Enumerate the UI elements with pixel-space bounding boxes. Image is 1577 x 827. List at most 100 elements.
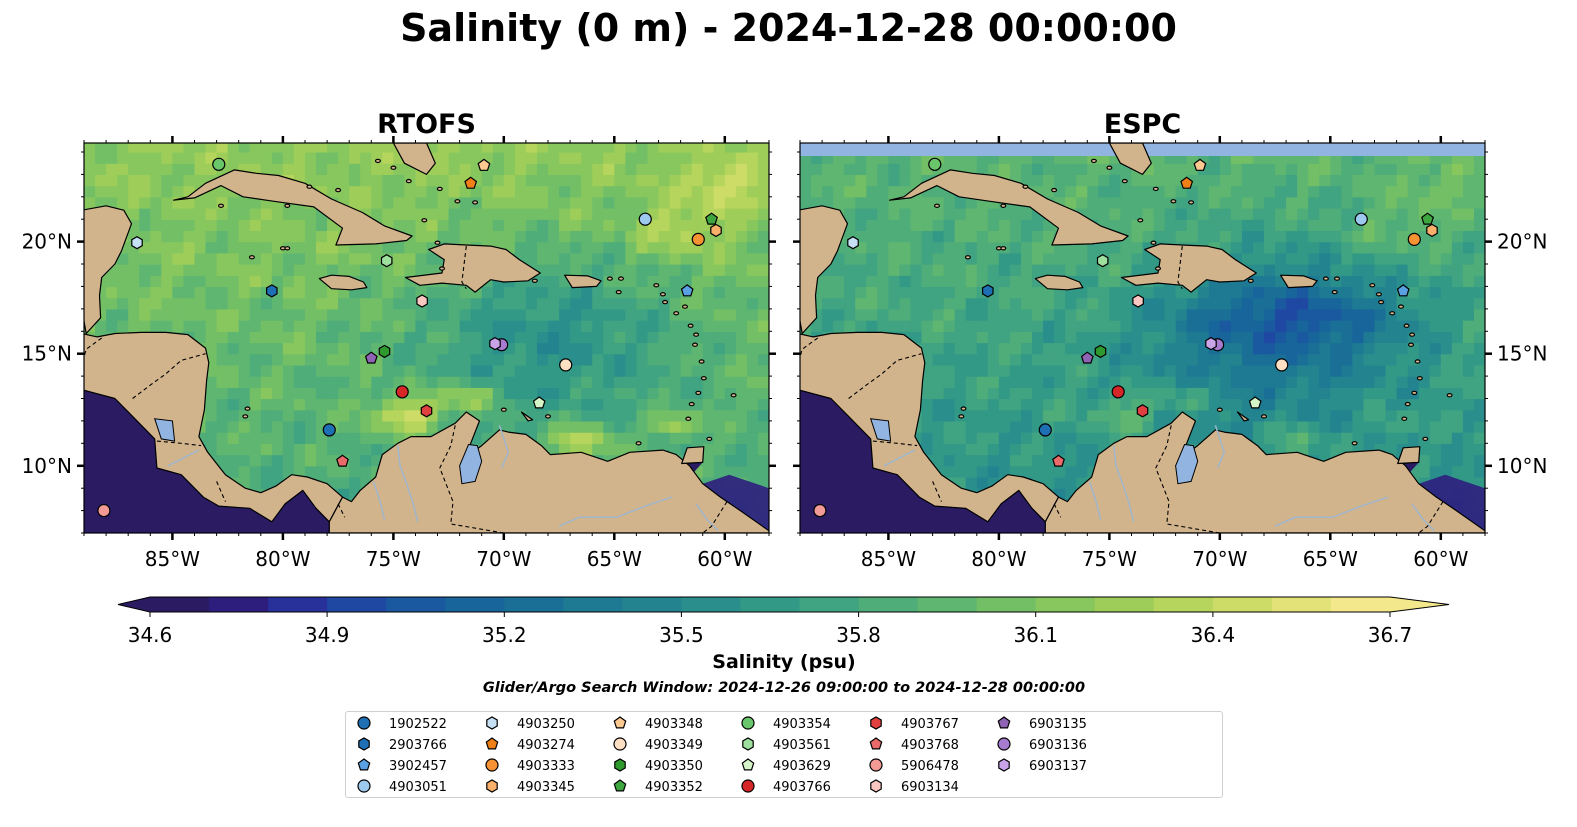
- island: [1260, 414, 1267, 419]
- field-cell: [139, 219, 151, 232]
- field-cell: [965, 454, 978, 467]
- field-cell: [249, 320, 262, 332]
- field-cell: [800, 185, 812, 198]
- field-cell: [282, 387, 295, 400]
- field-cell: [1374, 163, 1387, 175]
- field-cell: [833, 196, 845, 209]
- field-cell: [932, 208, 945, 220]
- field-cell: [1407, 342, 1420, 355]
- field-cell: [304, 398, 317, 411]
- field-cell: [1264, 151, 1276, 164]
- field-cell: [426, 252, 439, 265]
- field-cell: [954, 320, 967, 332]
- island: [531, 278, 538, 283]
- field-cell: [1164, 297, 1177, 310]
- field-cell: [536, 297, 549, 310]
- island: [436, 186, 443, 192]
- field-cell: [304, 454, 317, 467]
- field-cell: [746, 320, 759, 332]
- field-cell: [1396, 342, 1409, 355]
- field-cell: [592, 286, 604, 299]
- field-cell: [724, 297, 737, 310]
- field-cell: [393, 264, 405, 276]
- field-cell: [1286, 185, 1298, 198]
- field-cell: [1065, 398, 1077, 411]
- field-cell: [448, 163, 461, 175]
- field-cell: [965, 376, 978, 388]
- land-southam: [1044, 411, 1485, 533]
- field-cell: [382, 208, 394, 220]
- field-cell: [525, 196, 538, 209]
- field-cell: [1043, 353, 1055, 366]
- field-cell: [95, 286, 107, 299]
- field-cell: [238, 387, 251, 400]
- field-cell: [1230, 219, 1243, 232]
- field-cell: [844, 264, 856, 276]
- field-cell: [492, 219, 505, 232]
- field-cell: [570, 143, 582, 153]
- field-cell: [1308, 308, 1320, 321]
- field-cell: [1032, 163, 1044, 175]
- field-cell: [238, 196, 251, 209]
- field-cell: [227, 297, 240, 310]
- field-cell: [570, 264, 582, 276]
- field-cell: [954, 286, 967, 299]
- field-cell: [1219, 353, 1232, 366]
- field-cell: [327, 143, 339, 153]
- field-cell: [271, 454, 284, 467]
- field-cell: [636, 353, 649, 366]
- field-cell: [987, 208, 1000, 220]
- field-cell: [647, 320, 660, 332]
- field-cell: [866, 264, 878, 276]
- field-cell: [514, 364, 527, 377]
- field-cell: [1297, 185, 1309, 198]
- field-cell: [1319, 420, 1331, 433]
- field-cell: [866, 151, 878, 164]
- field-cell: [548, 331, 560, 344]
- field-cell: [393, 432, 405, 444]
- field-cell: [1451, 331, 1464, 344]
- field-cell: [1473, 432, 1485, 444]
- field-cell: [702, 196, 715, 209]
- field-cell: [603, 264, 615, 276]
- field-cell: [1473, 476, 1485, 489]
- field-cell: [757, 297, 769, 310]
- field-cell: [172, 286, 185, 299]
- field-cell: [702, 297, 715, 310]
- field-cell: [1076, 387, 1088, 400]
- field-cell: [1164, 331, 1177, 344]
- field-cell: [161, 308, 173, 321]
- field-cell: [647, 208, 660, 220]
- field-cell: [691, 219, 704, 232]
- field-cell: [1352, 308, 1365, 321]
- field-cell: [382, 163, 394, 175]
- field-cell: [1286, 353, 1298, 366]
- field-cell: [327, 320, 339, 332]
- field-cell: [1131, 219, 1144, 232]
- field-cell: [614, 432, 626, 444]
- field-cell: [1352, 398, 1365, 411]
- field-cell: [735, 219, 748, 232]
- field-cell: [1252, 241, 1265, 254]
- field-cell: [1098, 196, 1110, 209]
- field-cell: [614, 143, 626, 153]
- field-cell: [1009, 241, 1022, 254]
- field-cell: [954, 252, 967, 265]
- float-marker-4903561: [1096, 254, 1109, 268]
- field-cell: [943, 163, 956, 175]
- field-cell: [1385, 420, 1398, 433]
- field-cell: [1275, 297, 1287, 310]
- field-cell: [327, 476, 339, 489]
- field-cell: [1009, 230, 1022, 243]
- field-cell: [1009, 320, 1022, 332]
- field-cell: [658, 364, 671, 377]
- field-cell: [1330, 297, 1342, 310]
- field-cell: [746, 286, 759, 299]
- float-marker-4903766: [395, 385, 409, 399]
- field-cell: [1230, 297, 1243, 310]
- field-cell: [536, 308, 549, 321]
- field-cell: [1252, 252, 1265, 265]
- field-cell: [680, 297, 693, 310]
- field-cell: [360, 297, 372, 310]
- field-cell: [625, 275, 638, 288]
